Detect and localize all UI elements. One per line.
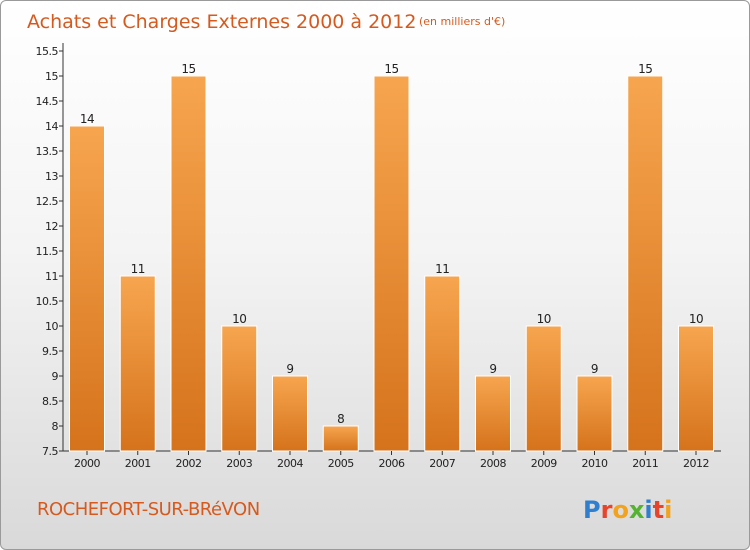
bar-2003 [221,325,258,452]
x-tick-label: 2012 [683,457,709,470]
data-label: 14 [80,112,94,126]
data-label: 10 [232,312,246,326]
bar-2005 [322,425,359,452]
data-label: 15 [638,62,652,76]
y-tick-label: 14.5 [36,95,59,108]
data-label: 9 [591,362,598,376]
y-tick-label: 10.5 [36,295,59,308]
y-tick-label: 8.5 [42,395,58,408]
bar-2011 [627,75,664,452]
bar-2000 [69,125,105,452]
y-tick-label: 15.5 [36,45,59,58]
y-tick-label: 9.5 [42,345,58,358]
data-label: 15 [181,62,195,76]
bar-2012 [678,325,714,452]
logo-letter: i [644,496,652,524]
y-tick-label: 11.5 [36,245,59,258]
data-label: 9 [489,362,496,376]
x-tick-label: 2010 [582,457,608,470]
x-tick-label: 2002 [176,457,202,470]
y-tick-label: 9 [52,370,59,383]
x-tick-label: 2000 [74,457,100,470]
bar-2002 [170,75,207,452]
logo-letter: P [583,496,601,524]
x-tick-label: 2004 [277,457,303,470]
bar-2010 [576,375,613,452]
x-tick-label: 2008 [480,457,506,470]
x-tick-label: 2003 [226,457,252,470]
data-label: 11 [435,262,449,276]
data-label: 15 [384,62,398,76]
bar-2006 [373,75,410,452]
x-tick-label: 2011 [632,457,658,470]
y-tick-label: 11 [45,270,58,283]
data-label: 8 [337,412,344,426]
y-tick-label: 10 [45,320,58,333]
y-tick-label: 13.5 [36,145,59,158]
proxiti-logo: Proxiti [583,496,672,524]
y-tick-label: 8 [52,420,59,433]
bar-2001 [119,275,156,452]
y-tick-label: 12.5 [36,195,59,208]
x-tick-label: 2005 [328,457,354,470]
logo-letter: o [612,496,629,524]
bar-group: 14 11 15 10 9 8 15 11 9 10 9 15 10 [69,62,714,452]
x-tick-group: 2000 2001 2002 2003 2004 2005 2006 2007 2008 2009… [74,451,710,470]
logo-letter: x [629,496,645,524]
y-tick-group: 7.5 8 8.5 9 9.5 10 10.5 11 11.5 12 12.5 13 13.5 14 14.… [36,45,63,458]
y-tick-label: 7.5 [42,445,58,458]
x-tick-label: 2007 [429,457,455,470]
bar-2009 [525,325,562,452]
data-label: 11 [131,262,145,276]
logo-letter: t [653,496,664,524]
data-label: 10 [689,312,703,326]
chart-subtitle: (en milliers d'€) [419,15,505,28]
x-tick-label: 2006 [379,457,405,470]
bar-2008 [475,375,511,452]
data-label: 10 [537,312,551,326]
x-tick-label: 2001 [125,457,151,470]
y-tick-label: 15 [45,70,58,83]
y-tick-label: 14 [45,120,58,133]
bar-2007 [424,275,461,452]
chart-title: Achats et Charges Externes 2000 à 2012 [27,11,416,33]
y-tick-label: 12 [45,220,58,233]
x-tick-label: 2009 [531,457,557,470]
logo-letter: r [601,496,613,524]
commune-name: ROCHEFORT-SUR-BRéVON [37,499,260,520]
data-label: 9 [286,362,293,376]
logo-letter: i [664,496,672,524]
y-tick-label: 13 [45,170,58,183]
bar-2004 [272,375,308,452]
